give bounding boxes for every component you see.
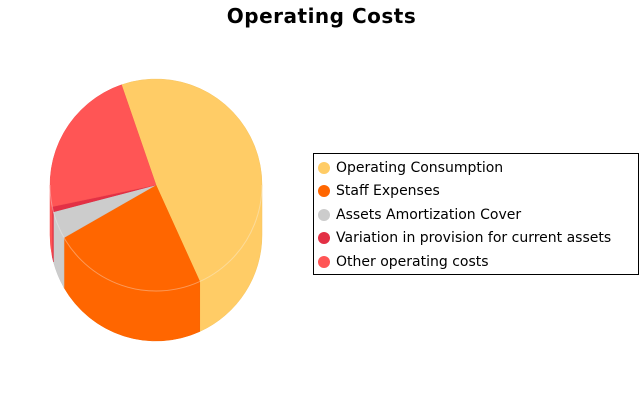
legend-label: Variation in provision for current asset…: [336, 230, 612, 247]
legend-item: Other operating costs: [318, 250, 638, 274]
legend-label: Other operating costs: [336, 253, 489, 270]
pie-rim: [49, 184, 263, 292]
legend-swatch: [318, 161, 330, 174]
pie-slice-0: [121, 78, 263, 282]
chart-title: Operating Costs: [226, 4, 417, 28]
legend-swatch: [318, 232, 330, 245]
legend-item: Assets Amortization Cover: [318, 203, 638, 227]
legend-label: Assets Amortization Cover: [336, 206, 522, 223]
legend-item: Operating Consumption: [318, 156, 638, 180]
legend: Operating Consumption Staff Expenses Ass…: [313, 153, 639, 275]
legend-label: Operating Consumption: [336, 159, 504, 176]
legend-label: Staff Expenses: [336, 183, 440, 200]
legend-swatch: [318, 208, 330, 221]
legend-item: Staff Expenses: [318, 180, 638, 204]
legend-swatch: [318, 185, 330, 198]
legend-swatch: [318, 255, 330, 268]
legend-item: Variation in provision for current asset…: [318, 227, 638, 251]
pie-slice-1: [63, 184, 201, 292]
pie-slice-4: [49, 84, 157, 207]
